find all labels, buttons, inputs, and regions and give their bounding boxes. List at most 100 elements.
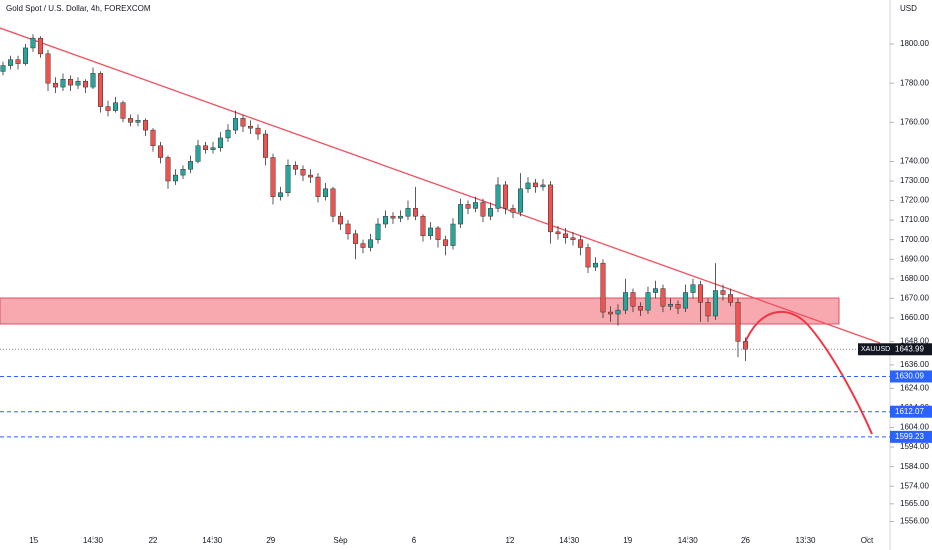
- candle-body: [112, 102, 118, 111]
- candle-body: [487, 208, 493, 217]
- y-tick-label: 1730.00: [900, 176, 929, 185]
- candle-body: [517, 188, 523, 213]
- candle-body: [652, 288, 658, 293]
- candle-body: [255, 127, 261, 135]
- candle-body: [315, 176, 321, 197]
- trend-line: [0, 27, 881, 344]
- candle-body: [697, 284, 703, 303]
- x-tick-label: 19: [623, 536, 632, 545]
- candle-body: [30, 37, 36, 49]
- candle-body: [457, 204, 463, 225]
- candle-body: [210, 147, 216, 150]
- y-tick-label: 1760.00: [900, 117, 929, 126]
- candle-body: [330, 188, 336, 217]
- x-tick-label: 22: [149, 536, 158, 545]
- candle-body: [217, 137, 223, 148]
- candle-body: [322, 188, 328, 197]
- x-tick-label: 29: [266, 536, 275, 545]
- candle-body: [90, 73, 96, 88]
- x-tick-label: 15: [29, 536, 38, 545]
- candle-body: [307, 174, 313, 178]
- candle-body: [570, 237, 576, 240]
- x-tick-label: 14:30: [559, 536, 580, 545]
- candle-body: [337, 215, 343, 225]
- candle-body: [45, 53, 51, 84]
- candle-body: [277, 192, 283, 197]
- candle-body: [450, 223, 456, 246]
- candle-body: [562, 233, 568, 238]
- candle-body: [667, 304, 673, 307]
- y-axis-label: USD: [900, 4, 917, 13]
- x-tick-label: 26: [741, 536, 750, 545]
- candle-body: [367, 239, 373, 248]
- candle-body: [240, 118, 246, 127]
- candle-body: [352, 233, 358, 244]
- candle-body: [472, 202, 478, 209]
- candle-body: [525, 182, 531, 190]
- chart-title: Gold Spot / U.S. Dollar, 4h, FOREXCOM: [6, 4, 151, 13]
- candle-body: [637, 305, 643, 311]
- price-label: 1643.99: [895, 344, 924, 353]
- candles: [0, 34, 748, 361]
- x-tick-label: 14:30: [83, 536, 104, 545]
- y-tick-label: 1636.00: [900, 360, 929, 369]
- candle-body: [75, 80, 81, 86]
- candle-body: [645, 292, 651, 311]
- candle-body: [292, 165, 298, 170]
- level-label: 1630.09: [895, 372, 924, 381]
- candle-body: [187, 161, 193, 170]
- candle-body: [675, 304, 681, 309]
- candle-body: [622, 292, 628, 311]
- level-label: 1612.07: [895, 407, 924, 416]
- candle-body: [390, 215, 396, 219]
- candle-body: [180, 168, 186, 176]
- candle-body: [510, 208, 516, 213]
- candle-body: [607, 311, 613, 315]
- candle-body: [360, 243, 366, 248]
- candle-body: [742, 341, 748, 350]
- candle-body: [435, 227, 441, 240]
- candle-body: [262, 133, 268, 158]
- candle-body: [427, 227, 433, 237]
- candle-body: [532, 182, 538, 188]
- x-tick-label: Oct: [861, 536, 874, 545]
- y-tick-label: 1594.00: [900, 442, 929, 451]
- y-tick-label: 1624.00: [900, 383, 929, 392]
- y-tick-label: 1565.00: [900, 499, 929, 508]
- candle-body: [195, 145, 201, 162]
- candle-body: [540, 184, 546, 188]
- candle-body: [412, 208, 418, 217]
- candle-body: [127, 118, 133, 123]
- y-tick-label: 1670.00: [900, 293, 929, 302]
- y-tick-label: 1690.00: [900, 254, 929, 263]
- candle-body: [502, 184, 508, 209]
- candle-body: [157, 145, 163, 158]
- y-tick-label: 1584.00: [900, 462, 929, 471]
- price-tag: [890, 343, 932, 356]
- candle-body: [735, 302, 741, 342]
- candle-body: [600, 262, 606, 313]
- candle-body: [270, 157, 276, 197]
- candle-body: [720, 290, 726, 295]
- candle-body: [135, 120, 141, 123]
- candle-body: [630, 292, 636, 307]
- candle-body: [480, 202, 486, 217]
- candle-body: [705, 302, 711, 317]
- candle-body: [7, 59, 13, 66]
- y-tick-label: 1680.00: [900, 274, 929, 283]
- y-tick-label: 1700.00: [900, 235, 929, 244]
- candle-body: [0, 65, 6, 72]
- x-tick-label: 12: [506, 536, 515, 545]
- x-tick-label: Sep: [333, 536, 348, 545]
- x-tick-label: 14:30: [678, 536, 699, 545]
- candle-body: [285, 165, 291, 193]
- series-name: XAUUSD: [861, 346, 890, 353]
- candle-body: [37, 37, 43, 55]
- candle-body: [382, 215, 388, 225]
- y-tick-label: 1710.00: [900, 215, 929, 224]
- level-tag: [890, 370, 932, 383]
- candle-body: [60, 78, 66, 88]
- candle-body: [345, 223, 351, 235]
- candle-body: [22, 47, 28, 64]
- y-tick-label: 1648.00: [900, 337, 929, 346]
